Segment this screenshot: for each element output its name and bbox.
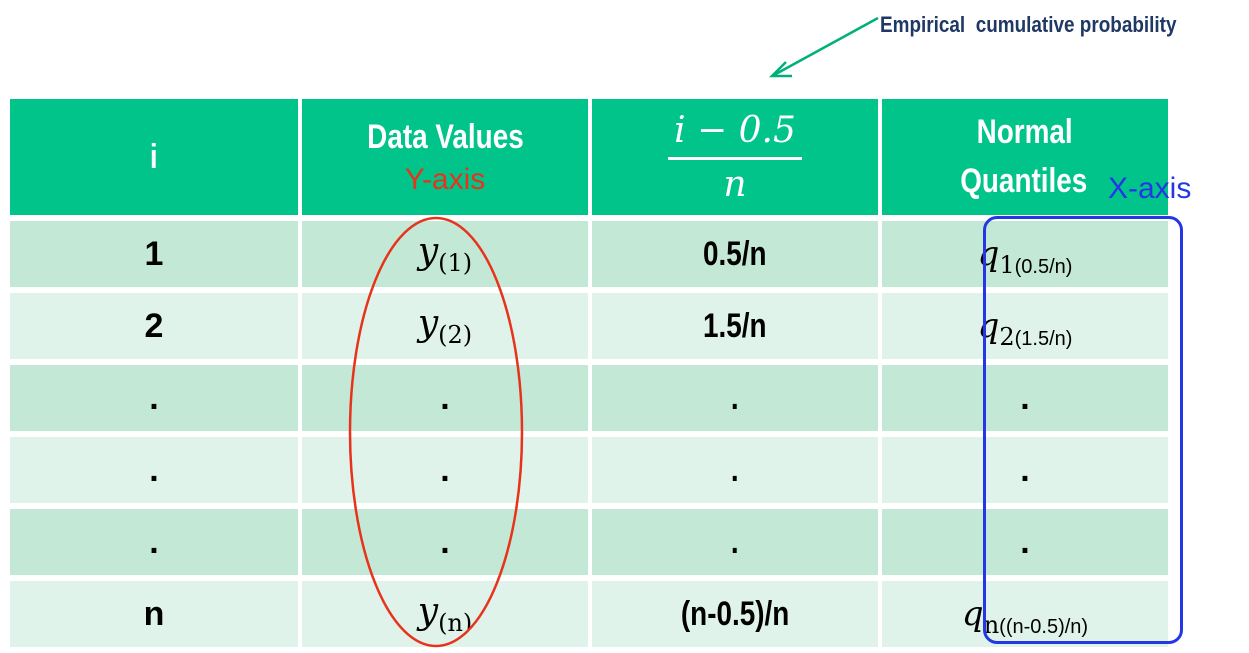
header-data-values: Data Values Y-axis — [302, 99, 588, 215]
cell-probability: (n-0.5)/n — [592, 581, 878, 647]
fraction-numerator: i − 0.5 — [668, 110, 802, 160]
cell-probability: 1.5/n — [592, 293, 878, 359]
cell-normal-quantile: qn((n-0.5)/n) — [882, 581, 1168, 647]
header-normal-line2: Quantiles — [960, 162, 1088, 200]
header-normal-line1: Normal — [976, 113, 1073, 151]
cell-probability: 0.5/n — [592, 221, 878, 287]
table-row: .... — [10, 365, 1168, 431]
header-data-values-label: Data Values — [366, 117, 524, 156]
header-normal-quantiles: Normal Quantiles — [882, 99, 1168, 215]
cell-probability: . — [592, 437, 878, 503]
header-row: i Data Values Y-axis i − 0.5 n Normal Qu… — [10, 99, 1168, 215]
cell-normal-quantile: . — [882, 365, 1168, 431]
y-axis-label: Y-axis — [404, 162, 486, 196]
fraction-denominator: n — [723, 163, 747, 205]
table-row: n y(n) (n-0.5)/n qn((n-0.5)/n) — [10, 581, 1168, 647]
probability-fraction: i − 0.5 n — [668, 110, 802, 205]
cell-data-value: . — [302, 437, 588, 503]
cell-data-value: y(n) — [302, 581, 588, 647]
cell-data-value: y(1) — [302, 221, 588, 287]
cell-i: 1 — [10, 221, 298, 287]
table-row: .... — [10, 509, 1168, 575]
cell-data-value: . — [302, 509, 588, 575]
cell-i: 2 — [10, 293, 298, 359]
cell-probability: . — [592, 365, 878, 431]
header-i: i — [10, 99, 298, 215]
annotation-text: Empirical cumulative probability — [880, 12, 1177, 37]
table-row: 2 y(2) 1.5/n q2(1.5/n) — [10, 293, 1168, 359]
cell-probability: . — [592, 509, 878, 575]
cell-i: . — [10, 509, 298, 575]
cell-normal-quantile: q2(1.5/n) — [882, 293, 1168, 359]
cell-normal-quantile: . — [882, 437, 1168, 503]
cell-i: . — [10, 365, 298, 431]
header-probability: i − 0.5 n — [592, 99, 878, 215]
cell-i: n — [10, 581, 298, 647]
cell-normal-quantile: . — [882, 509, 1168, 575]
cell-data-value: . — [302, 365, 588, 431]
cell-data-value: y(2) — [302, 293, 588, 359]
cell-normal-quantile: q1(0.5/n) — [882, 221, 1168, 287]
table-row: 1 y(1) 0.5/n q1(0.5/n) — [10, 221, 1168, 287]
qq-table: i Data Values Y-axis i − 0.5 n Normal Qu… — [6, 93, 1172, 653]
annotation-arrow-icon — [768, 16, 879, 78]
cell-i: . — [10, 437, 298, 503]
table-row: .... — [10, 437, 1168, 503]
x-axis-label: X-axis — [1108, 172, 1192, 205]
